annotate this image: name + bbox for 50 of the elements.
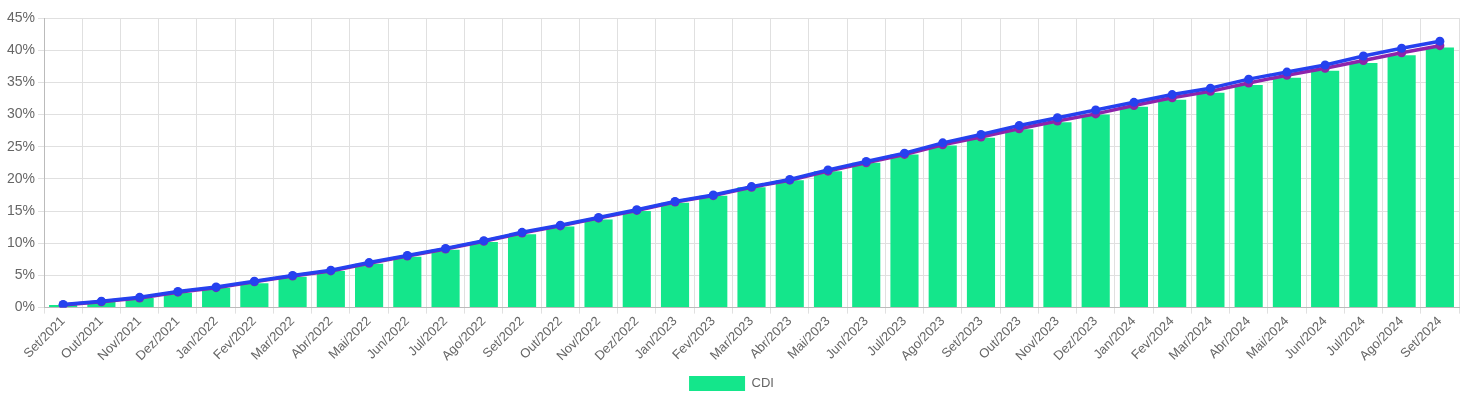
bar — [775, 180, 804, 308]
bar — [240, 283, 269, 308]
y-tick-label: 35% — [6, 73, 36, 90]
bar — [622, 211, 651, 308]
bar — [507, 234, 537, 308]
y-tick-label: 40% — [6, 41, 36, 58]
bar — [1158, 99, 1187, 308]
legend-label: CDI — [751, 375, 774, 391]
bar — [1311, 70, 1340, 308]
bar — [1272, 77, 1301, 308]
bar — [1234, 84, 1263, 308]
bar — [1425, 47, 1454, 308]
y-tick-label: 0% — [14, 298, 36, 315]
point — [1014, 120, 1024, 130]
point — [1397, 43, 1407, 53]
bar — [355, 263, 384, 308]
y-tick-label: 25% — [6, 137, 36, 154]
y-tick-label: 45% — [6, 8, 36, 25]
bar — [890, 154, 919, 308]
bar — [431, 249, 460, 308]
bar — [278, 276, 307, 308]
bar — [1349, 63, 1378, 308]
bar — [393, 256, 422, 308]
bar — [1043, 122, 1072, 308]
bar — [1081, 114, 1110, 308]
bar — [737, 187, 766, 308]
bar — [584, 219, 613, 308]
bar — [1005, 129, 1034, 308]
bar — [852, 162, 881, 308]
bar — [1196, 92, 1225, 308]
point — [1244, 74, 1254, 84]
bar — [546, 226, 575, 308]
bar — [928, 145, 957, 308]
y-tick-label: 15% — [6, 201, 36, 218]
bar — [966, 137, 996, 308]
bar — [699, 195, 728, 308]
point — [1358, 51, 1368, 61]
point — [1091, 105, 1101, 115]
point — [1129, 97, 1139, 107]
bar — [1119, 106, 1149, 308]
bar — [813, 171, 843, 308]
bar — [316, 270, 345, 308]
y-tick-label: 20% — [6, 169, 36, 186]
y-tick-label: 30% — [6, 105, 36, 122]
point — [1435, 36, 1445, 46]
bar — [1387, 55, 1416, 308]
y-tick-label: 10% — [6, 234, 36, 251]
bar — [660, 202, 690, 308]
bar — [469, 241, 498, 308]
y-tick-label: 5% — [14, 266, 36, 283]
